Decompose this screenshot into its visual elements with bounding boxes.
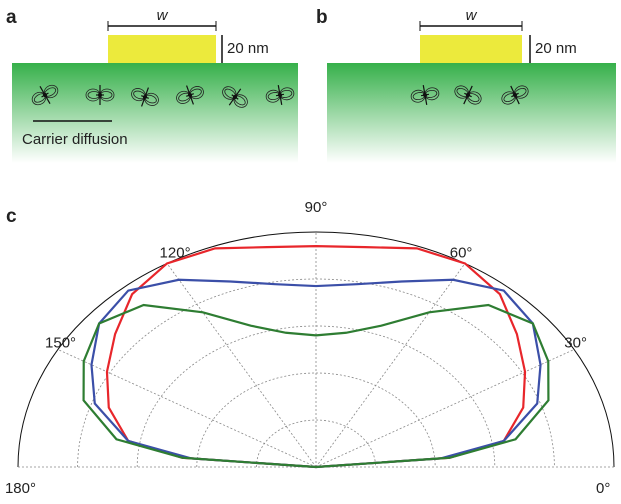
grid-spoke: [316, 263, 465, 467]
panel-label: c: [6, 206, 17, 227]
width-label: w: [157, 7, 169, 24]
grid-circle: [256, 420, 375, 467]
angle-label: 30°: [564, 335, 587, 352]
caption: Carrier diffusion: [22, 131, 128, 148]
substrate: [327, 63, 616, 163]
angle-label: 90°: [305, 199, 328, 216]
antenna: [108, 35, 216, 63]
angle-label: 0°: [596, 480, 610, 497]
angle-label: 180°: [5, 480, 36, 497]
grid-spoke: [316, 350, 574, 468]
angle-label: 150°: [45, 335, 76, 352]
grid-spoke: [167, 263, 316, 467]
grid-circle: [197, 373, 435, 467]
grid-spoke: [58, 350, 316, 468]
width-label: w: [466, 7, 478, 24]
antenna: [420, 35, 522, 63]
angle-label: 120°: [160, 244, 191, 261]
panel-label: b: [316, 7, 328, 28]
panel-label: a: [6, 7, 17, 28]
height-label: 20 nm: [535, 40, 577, 57]
figure: a w 20 nm Carrier diffusion b w 20 nm c …: [0, 0, 621, 504]
substrate: [12, 63, 298, 163]
height-label: 20 nm: [227, 40, 269, 57]
